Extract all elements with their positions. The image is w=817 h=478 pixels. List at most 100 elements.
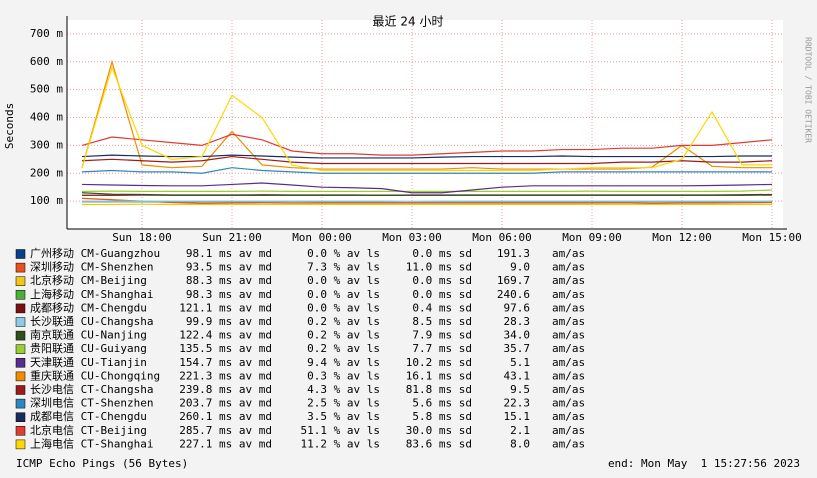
legend-loss: 0.2 % av ls — [307, 342, 380, 355]
legend-am-as: 9.5 — [510, 383, 530, 396]
legend-loss: 0.0 % av ls — [307, 247, 380, 260]
series-line — [81, 155, 773, 165]
series-line — [81, 65, 772, 172]
legend-median: 154.7 ms av md — [179, 356, 272, 369]
legend-am-as-unit: am/as — [552, 437, 585, 450]
x-tick-label: Sun 21:00 — [202, 231, 262, 244]
legend-swatch — [15, 330, 26, 341]
legend-loss: 11.2 % av ls — [301, 437, 380, 450]
legend-loss: 0.0 % av ls — [307, 288, 380, 301]
legend-name: 上海移动 CM-Shanghai — [30, 287, 153, 301]
legend-loss: 0.2 % av ls — [307, 315, 380, 328]
legend-swatch — [15, 249, 26, 259]
legend-am-as: 15.1 — [504, 410, 531, 423]
series-line — [81, 197, 773, 204]
legend-am-as-unit: am/as — [552, 424, 585, 437]
legend-name: 成都电信 CT-Chengdu — [30, 410, 147, 423]
legend-loss: 0.2 % av ls — [307, 329, 380, 342]
legend-am-as-unit: am/as — [552, 288, 585, 301]
x-tick-label: Mon 15:00 — [742, 231, 802, 244]
x-tick-label: Sun 18:00 — [112, 231, 172, 244]
series-line — [81, 182, 773, 194]
legend-median: 122.4 ms av md — [179, 329, 272, 342]
footer-left: ICMP Echo Pings (56 Bytes) — [16, 457, 188, 470]
watermark: RRDTOOL / TOBI OETIKER — [804, 37, 813, 143]
legend-swatch — [15, 385, 26, 395]
plot-area — [67, 20, 783, 229]
y-tick-label: 300 m — [30, 138, 63, 151]
legend-loss: 3.5 % av ls — [307, 410, 380, 423]
legend-sd: 5.6 ms sd — [412, 397, 472, 410]
legend-swatch — [15, 276, 26, 286]
legend-am-as: 2.1 — [510, 424, 530, 437]
legend-swatch — [15, 426, 26, 436]
y-tick-label: 600 m — [30, 55, 63, 68]
legend-am-as: 5.1 — [510, 356, 530, 369]
series-line — [81, 189, 773, 192]
legend-am-as-unit: am/as — [552, 383, 585, 396]
legend-swatch — [15, 303, 26, 314]
legend-sd: 10.2 ms sd — [406, 356, 472, 369]
legend-name: 广州移动 CM-Guangzhou — [30, 247, 160, 260]
legend-name: 北京移动 CM-Beijing — [30, 273, 147, 287]
y-tick-label: 200 m — [30, 166, 63, 179]
legend-loss: 7.3 % av ls — [307, 261, 380, 274]
legend-loss: 0.3 % av ls — [307, 369, 380, 382]
y-tick-label: 400 m — [30, 111, 63, 124]
legend-swatch — [15, 290, 26, 300]
legend-am-as-unit: am/as — [552, 247, 585, 260]
legend-name: 天津联通 CU-Tianjin — [30, 356, 147, 369]
legend-loss: 2.5 % av ls — [307, 397, 380, 410]
legend-swatch — [15, 439, 26, 450]
legend-name: 长沙联通 CU-Changsha — [30, 315, 153, 328]
legend-median: 93.5 ms av md — [186, 261, 272, 274]
legend-am-as: 169.7 — [497, 274, 530, 287]
footer-right: end: Mon May 1 15:27:56 2023 — [608, 457, 800, 470]
legend-swatch — [15, 344, 26, 354]
legend-sd: 0.0 ms sd — [412, 288, 472, 301]
legend-name: 贵阳联通 CU-Guiyang — [30, 342, 147, 355]
legend-am-as: 22.3 — [504, 397, 531, 410]
legend-median: 98.3 ms av md — [186, 288, 272, 301]
legend-sd: 30.0 ms sd — [406, 424, 472, 437]
legend-sd: 16.1 ms sd — [406, 369, 472, 382]
legend-sd: 81.8 ms sd — [406, 383, 472, 396]
series-line — [81, 133, 773, 156]
legend-am-as-unit: am/as — [552, 410, 585, 423]
legend-median: 227.1 ms av md — [179, 437, 272, 450]
legend-am-as: 8.0 — [510, 437, 530, 450]
legend-swatch — [15, 262, 26, 273]
legend-sd: 83.6 ms sd — [406, 437, 472, 450]
legend-sd: 0.0 ms sd — [412, 274, 472, 287]
legend-sd: 7.9 ms sd — [412, 329, 472, 342]
series-line — [81, 167, 772, 174]
y-tick-label: 700 m — [30, 27, 63, 40]
legend-sd: 0.0 ms sd — [412, 247, 472, 260]
series-line — [81, 192, 773, 196]
legend-median: 99.9 ms av md — [186, 315, 272, 328]
legend-sd: 7.7 ms sd — [412, 342, 472, 355]
legend-median: 98.1 ms av md — [186, 247, 272, 260]
legend-median: 260.1 ms av md — [179, 410, 272, 423]
x-tick-label: Mon 09:00 — [562, 231, 622, 244]
legend-am-as: 9.0 — [510, 261, 530, 274]
legend-swatch — [15, 371, 26, 382]
legend-am-as: 240.6 — [497, 288, 530, 301]
x-tick-label: Mon 06:00 — [472, 231, 532, 244]
legend-loss: 0.0 % av ls — [307, 301, 380, 314]
legend-swatch — [15, 412, 26, 422]
legend-name: 深圳移动 CM-Shenzhen — [30, 261, 153, 274]
legend-am-as-unit: am/as — [552, 329, 585, 342]
legend-loss: 51.1 % av ls — [301, 424, 380, 437]
legend-name: 北京电信 CT-Beijing — [30, 423, 147, 437]
legend-am-as-unit: am/as — [552, 274, 585, 287]
legend-name: 重庆联通 CU-Chongqing — [30, 368, 160, 382]
legend-am-as-unit: am/as — [552, 369, 585, 382]
legend-median: 88.3 ms av md — [186, 274, 272, 287]
legend-median: 135.5 ms av md — [179, 342, 272, 355]
legend-name: 长沙电信 CT-Changsha — [30, 383, 153, 396]
legend-loss: 4.3 % av ls — [307, 383, 380, 396]
legend-sd: 11.0 ms sd — [406, 261, 472, 274]
legend-median: 239.8 ms av md — [179, 383, 272, 396]
